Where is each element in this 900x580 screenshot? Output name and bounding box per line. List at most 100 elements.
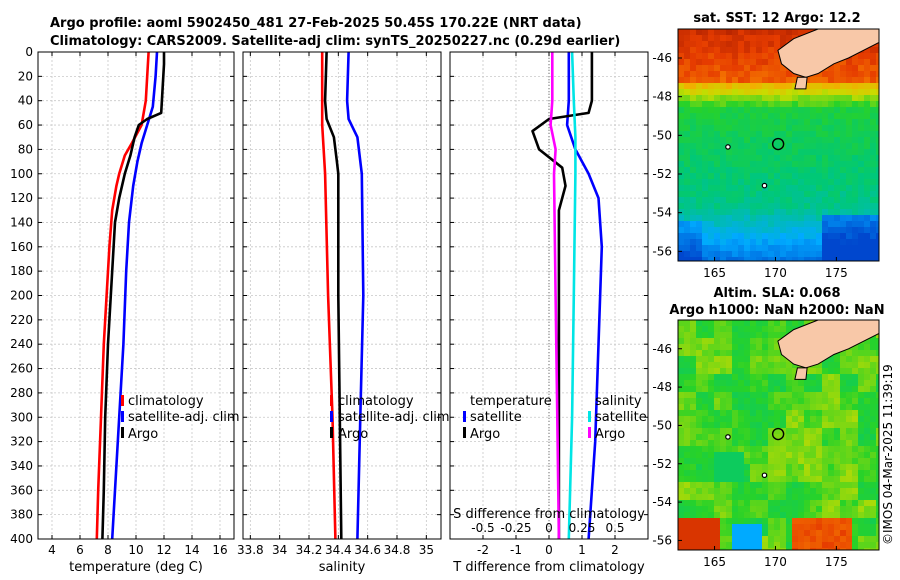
map-cell xyxy=(732,221,739,228)
map-cell xyxy=(684,452,691,459)
map-cell xyxy=(702,41,709,48)
map-cell xyxy=(828,512,835,519)
map-cell xyxy=(792,215,799,222)
map-cell xyxy=(768,173,775,180)
map-cell xyxy=(804,410,811,417)
map-cell xyxy=(690,191,697,198)
map-cell xyxy=(684,428,691,435)
y-tick-label: 340 xyxy=(10,459,33,473)
map-cell xyxy=(786,368,793,375)
map-cell xyxy=(792,245,799,252)
map-cell xyxy=(714,548,721,550)
map-cell xyxy=(876,356,879,363)
map-cell xyxy=(762,83,769,90)
map-cell xyxy=(684,239,691,246)
map-cell xyxy=(834,482,841,489)
map-cell xyxy=(774,161,781,168)
map-cell xyxy=(696,434,703,441)
map-cell xyxy=(816,464,823,471)
map-cell xyxy=(744,65,751,72)
map-cell xyxy=(810,143,817,150)
map-cell xyxy=(870,512,877,519)
map-cell xyxy=(792,428,799,435)
map-cell xyxy=(870,422,877,429)
map-cell xyxy=(780,530,787,537)
map-cell xyxy=(714,59,721,66)
map-cell xyxy=(732,245,739,252)
map-cell xyxy=(822,476,829,483)
map-cell xyxy=(768,179,775,186)
map-cell xyxy=(780,362,787,369)
legend-salinity: climatology satellite-adj. clim Argo xyxy=(330,394,450,442)
map-cell xyxy=(708,203,715,210)
y-tick-label: -46 xyxy=(652,51,672,65)
map-cell xyxy=(708,428,715,435)
map-cell xyxy=(840,404,847,411)
map-cell xyxy=(738,107,745,114)
map-cell xyxy=(828,518,835,525)
map-cell xyxy=(750,350,757,357)
temperature-panel: 4 6 8 10 12 14 1602040608010012014016018020022… xyxy=(10,45,235,557)
map-cell xyxy=(816,95,823,102)
map-cell xyxy=(816,137,823,144)
map-cell xyxy=(840,239,847,246)
map-cell xyxy=(828,257,835,261)
landmass xyxy=(777,320,879,369)
map-cell xyxy=(732,386,739,393)
map-cell xyxy=(846,245,853,252)
map-cell xyxy=(798,458,805,465)
map-cell xyxy=(786,95,793,102)
map-cell xyxy=(732,392,739,399)
map-cell xyxy=(804,548,811,550)
map-cell xyxy=(792,476,799,483)
map-cell xyxy=(708,107,715,114)
map-cell xyxy=(762,326,769,333)
map-cell xyxy=(786,245,793,252)
map-cell xyxy=(726,506,733,513)
series-line-satellite-adj-clim xyxy=(345,52,365,539)
map-cell xyxy=(810,452,817,459)
map-cell xyxy=(798,215,805,222)
map-cell xyxy=(702,422,709,429)
map-cell xyxy=(774,488,781,495)
legend-label-climatology: climatology xyxy=(128,394,204,409)
map-cell xyxy=(858,542,865,549)
map-cell xyxy=(714,392,721,399)
map-cell xyxy=(684,155,691,162)
map-cell xyxy=(690,380,697,387)
map-cell xyxy=(762,203,769,210)
map-cell xyxy=(828,392,835,399)
map-cell xyxy=(708,239,715,246)
map-cell xyxy=(720,83,727,90)
map-cell xyxy=(816,452,823,459)
map-cell xyxy=(762,344,769,351)
map-cell xyxy=(864,422,871,429)
map-cell xyxy=(846,113,853,120)
map-cell xyxy=(732,71,739,78)
map-cell xyxy=(684,173,691,180)
map-cell xyxy=(810,398,817,405)
map-cell xyxy=(702,500,709,507)
map-cell xyxy=(702,101,709,108)
map-cell xyxy=(840,512,847,519)
map-cell xyxy=(738,173,745,180)
map-cell xyxy=(840,542,847,549)
map-cell xyxy=(750,185,757,192)
map-cell xyxy=(852,446,859,453)
map-cell xyxy=(780,404,787,411)
map-cell xyxy=(756,422,763,429)
map-cell xyxy=(852,458,859,465)
map-cell xyxy=(696,464,703,471)
map-cell xyxy=(768,203,775,210)
map-cell xyxy=(846,482,853,489)
map-cell xyxy=(834,368,841,375)
map-cell xyxy=(684,227,691,234)
map-cell xyxy=(828,83,835,90)
map-cell xyxy=(720,209,727,216)
map-cell xyxy=(858,101,865,108)
map-cell xyxy=(684,59,691,66)
map-cell xyxy=(846,428,853,435)
map-cell xyxy=(858,203,865,210)
map-cell xyxy=(762,143,769,150)
map-cell xyxy=(732,209,739,216)
